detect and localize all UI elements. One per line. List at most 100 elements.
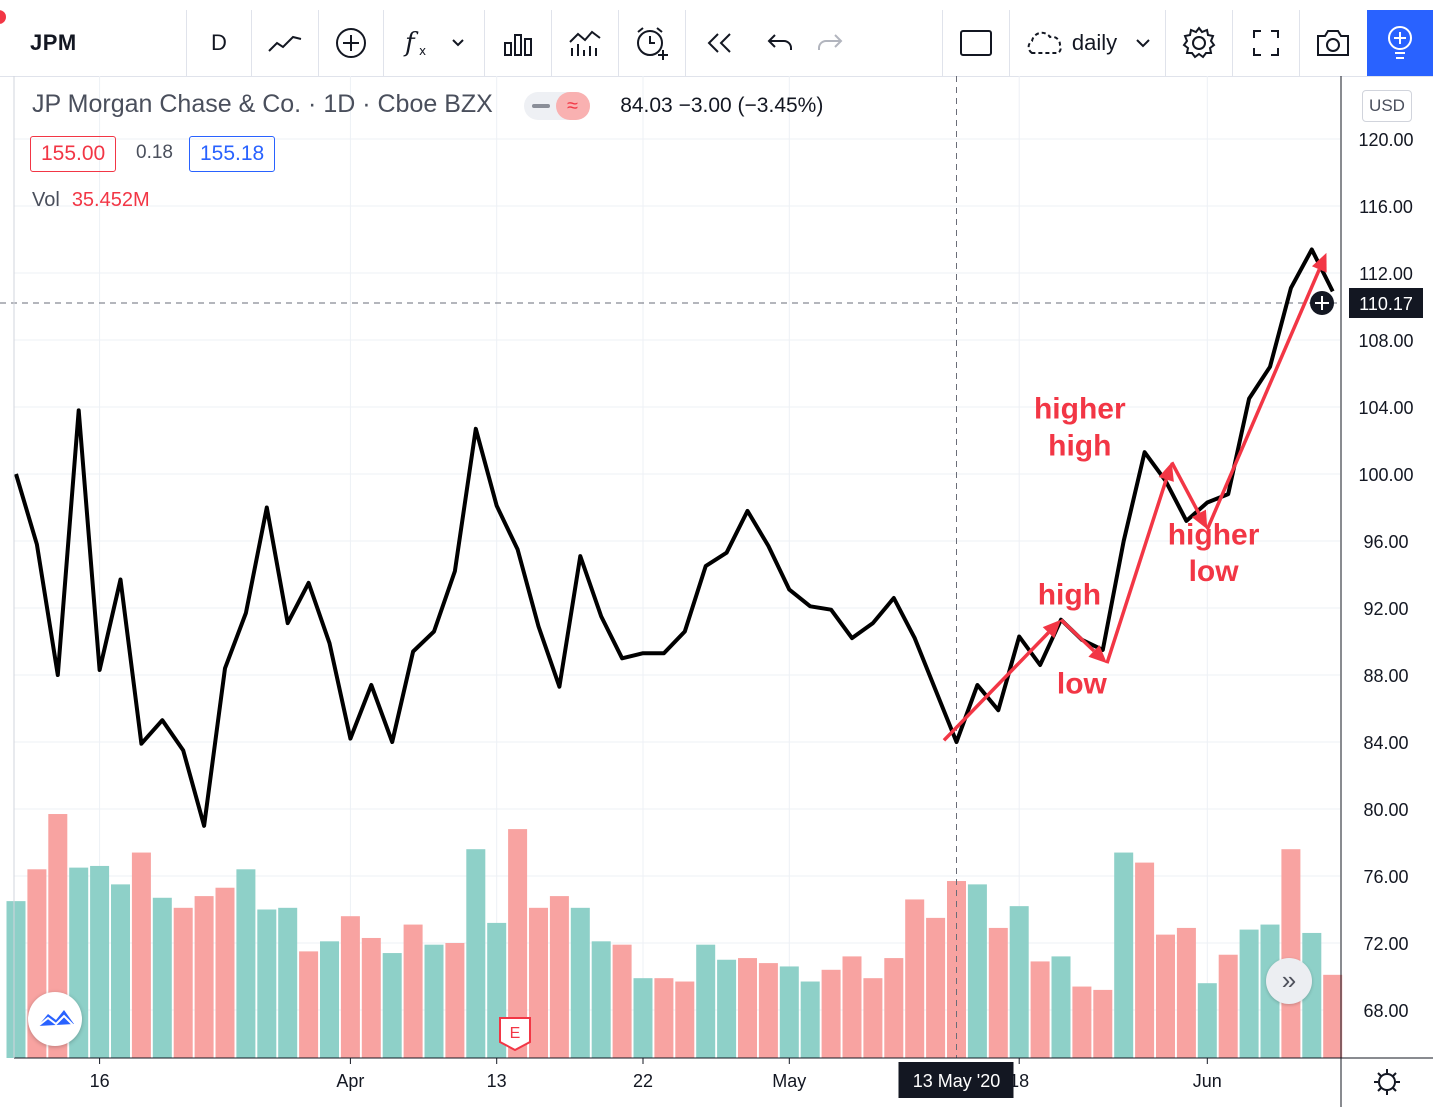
chevron-down-icon <box>452 39 464 47</box>
legend-title: JP Morgan Chase & Co. · 1D · Cboe BZX <box>32 90 493 118</box>
volume-bar <box>299 951 319 1058</box>
volume-bar <box>1009 906 1029 1058</box>
price-tick-label: 96.00 <box>1363 532 1408 552</box>
volume-bar <box>1176 927 1196 1058</box>
undo-icon <box>767 34 792 50</box>
volume-bar <box>1093 989 1113 1058</box>
volume-bar <box>988 927 1008 1058</box>
price-tick-label: 112.00 <box>1359 264 1413 284</box>
trend-arrowhead <box>1088 645 1107 664</box>
volume-bar <box>1051 956 1071 1058</box>
volume-bar <box>633 978 653 1058</box>
publish-idea-button[interactable] <box>1367 10 1433 76</box>
annotation-label: high <box>1038 579 1101 612</box>
trend-arrow-line <box>1205 268 1321 530</box>
compare-button[interactable] <box>319 10 383 76</box>
trend-arrow-line <box>1170 461 1201 515</box>
camera-icon <box>1317 30 1349 56</box>
volume-bars <box>6 814 1343 1058</box>
volume-bar <box>612 944 632 1058</box>
symbol-search-button[interactable]: JPM <box>14 10 186 76</box>
buy-button[interactable]: 155.18 <box>189 136 276 172</box>
price-tick-label: 116.00 <box>1359 197 1413 217</box>
line-style-button[interactable] <box>252 10 318 76</box>
volume-bar <box>340 916 360 1058</box>
crosshair-date-label: 13 May '20 <box>898 1062 1014 1098</box>
volume-label: Vol <box>32 189 60 211</box>
interval-button[interactable]: D <box>187 10 251 76</box>
crosshair-price-text: 110.17 <box>1359 294 1413 314</box>
fullscreen-icon <box>1253 30 1279 56</box>
price-tick-label: 108.00 <box>1358 331 1413 351</box>
redo-button[interactable] <box>808 10 852 76</box>
time-tick-label: 22 <box>633 1071 653 1091</box>
sell-button[interactable]: 155.00 <box>30 136 117 172</box>
volume-bar <box>696 944 716 1058</box>
notification-dot <box>0 10 6 24</box>
time-axis[interactable]: 16 Apr 13 22 May 18 Jun <box>90 1058 1222 1091</box>
price-axis[interactable]: 120.00 116.00 112.00 108.00 104.00 100.00 96.0… <box>1358 130 1413 1021</box>
annotation-label: higher <box>1168 518 1260 551</box>
annotation-label: low <box>1189 555 1240 588</box>
timeframe-label: daily <box>1071 30 1118 55</box>
volume-bar <box>1072 986 1092 1058</box>
currency-button[interactable]: USD <box>1362 90 1412 122</box>
time-tick-label: Apr <box>336 1071 364 1091</box>
price-line <box>14 247 1335 828</box>
annotation-label: high <box>1048 430 1111 463</box>
templates-button[interactable] <box>552 10 618 76</box>
earnings-marker[interactable]: E <box>499 1017 531 1052</box>
price-tick-label: 104.00 <box>1358 398 1413 418</box>
fullscreen-button[interactable] <box>1233 10 1299 76</box>
replay-button[interactable] <box>686 10 752 76</box>
annotation-label: higher <box>1034 393 1126 426</box>
volume-bar <box>717 959 737 1058</box>
time-axis-settings-button[interactable] <box>1374 1069 1400 1095</box>
volume-bar <box>424 944 444 1058</box>
volume-bar <box>215 887 235 1058</box>
volume-bar <box>1218 954 1238 1058</box>
layout-button[interactable] <box>943 10 1009 76</box>
undo-button[interactable] <box>752 10 808 76</box>
volume-bar <box>758 963 778 1058</box>
price-tick-label: 88.00 <box>1363 666 1408 686</box>
volume-bar <box>863 978 883 1058</box>
volume-bar <box>1114 852 1134 1058</box>
time-tick-label: May <box>772 1071 806 1091</box>
scroll-to-realtime-button[interactable]: » <box>1266 958 1312 1004</box>
trend-arrows <box>942 252 1327 742</box>
save-layout-button[interactable]: daily <box>1010 10 1165 76</box>
chart-legend: JP Morgan Chase & Co. · 1D · Cboe BZX ≈ … <box>32 90 823 120</box>
time-tick-label: 13 <box>487 1071 507 1091</box>
snapshot-button[interactable] <box>1300 10 1366 76</box>
price-tick-label: 84.00 <box>1363 733 1408 753</box>
volume-bar <box>466 849 486 1058</box>
annotations: high low higher high higher low <box>1034 393 1260 701</box>
price-tick-label: 76.00 <box>1363 867 1408 887</box>
volume-bar <box>278 907 298 1058</box>
settings-button[interactable] <box>1166 10 1232 76</box>
spread-value: 0.18 <box>136 142 173 163</box>
volume-bar <box>361 937 381 1058</box>
alert-icon <box>637 27 668 60</box>
bar-style-button[interactable] <box>485 10 551 76</box>
tradingview-logo[interactable] <box>28 992 82 1046</box>
price-tick-label: 72.00 <box>1363 934 1408 954</box>
volume-bar <box>800 981 820 1058</box>
series-toggle[interactable]: ≈ <box>523 91 590 120</box>
layout-icon <box>960 30 992 56</box>
replay-icon <box>707 33 731 53</box>
trend-arrow-line <box>1059 618 1096 653</box>
volume-bar <box>570 907 590 1058</box>
volume-bar <box>549 896 569 1058</box>
price-tick-label: 100.00 <box>1358 465 1413 485</box>
double-chevron-right-icon: » <box>1281 965 1297 995</box>
crosshair-add-button[interactable] <box>1310 291 1334 315</box>
line-style-icon <box>268 35 302 52</box>
volume-bar <box>926 917 946 1058</box>
volume-bar <box>1135 862 1155 1058</box>
alert-button[interactable] <box>619 10 685 76</box>
